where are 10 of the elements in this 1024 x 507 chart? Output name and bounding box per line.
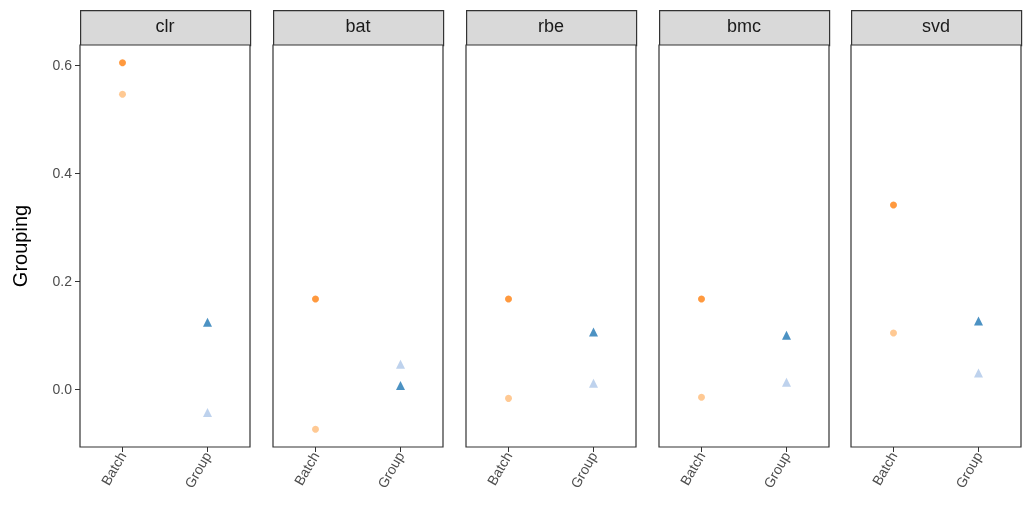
y-tick-label: 0.0 xyxy=(52,381,73,398)
chart-title: rbe xyxy=(537,16,565,36)
y-tick-label: 0.4 xyxy=(52,165,73,182)
chart-title: bmc xyxy=(726,16,762,36)
chart-title: clr xyxy=(155,16,175,36)
y-tick-label: 0.6 xyxy=(52,56,73,73)
y-tick-label: 0.2 xyxy=(52,273,73,290)
y-axis-title: Grouping xyxy=(9,204,31,288)
chart-title: bat xyxy=(345,16,371,36)
chart-title: svd xyxy=(921,16,951,36)
